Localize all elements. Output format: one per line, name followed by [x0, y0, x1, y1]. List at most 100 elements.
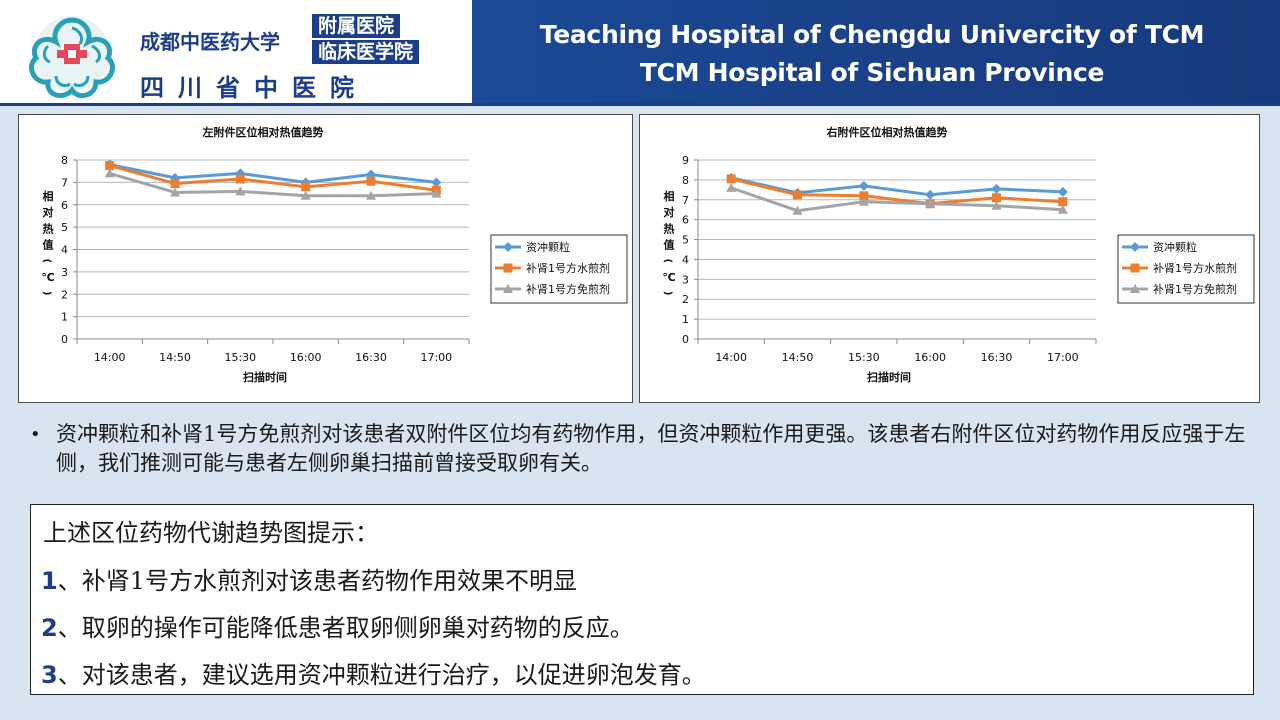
y-tick-label: 1 [682, 313, 689, 326]
y-axis-label-char: ) [41, 291, 52, 296]
y-tick-label: 4 [682, 253, 689, 266]
legend-marker [1130, 284, 1140, 293]
series-line-1 [109, 163, 437, 184]
y-tick-label: 4 [61, 244, 68, 257]
y-tick-label: 0 [682, 333, 689, 346]
summary-item-number: 3 [41, 661, 58, 689]
header-banner: Teaching Hospital of Chengdu Univercity … [472, 0, 1280, 105]
data-point-square [1058, 197, 1068, 207]
series-line-2 [730, 177, 1063, 206]
x-axis-label: 扫描时间 [243, 370, 287, 384]
legend-marker [503, 242, 513, 252]
y-axis-label-char: 值 [664, 238, 675, 252]
summary-item-3: 3、对该患者，建议选用资冲颗粒进行治疗，以促进卵泡发育。 [41, 655, 706, 690]
data-point-diamond [858, 180, 869, 191]
x-tick-label: 17:00 [1047, 351, 1079, 364]
logo-affiliated-label: 附属医院 [312, 14, 401, 38]
y-tick-label: 0 [61, 333, 68, 346]
summary-item-2: 2、取卵的操作可能降低患者取卵侧卵巢对药物的反应。 [41, 608, 634, 643]
data-point-triangle [170, 187, 180, 197]
left-chart-svg: 左附件区位相对热值趋势 0 1 2 3 4 5 6 7 8 14:00 14:50 15:30 16:00… [41, 125, 628, 384]
legend-label: 补肾1号方免煎剂 [526, 282, 610, 296]
data-point-triangle [858, 196, 869, 206]
chart-title: 右附件区位相对热值趋势 [826, 125, 948, 139]
summary-item-text: 、取卵的操作可能降低患者取卵侧卵巢对药物的反应。 [57, 614, 634, 642]
x-axis-label: 扫描时间 [867, 370, 911, 384]
data-point-triangle [792, 205, 803, 215]
data-point-diamond [431, 177, 442, 188]
data-point-triangle [431, 188, 442, 198]
y-axis-label-char: ( [41, 259, 52, 264]
y-tick-label: 1 [61, 311, 68, 324]
legend-marker [503, 284, 513, 293]
data-point-triangle [726, 182, 737, 192]
series-line-3 [730, 186, 1063, 213]
y-axis-label-char: 热 [43, 221, 54, 235]
y-tick-label: 2 [61, 288, 68, 301]
y-tick-label: 3 [682, 273, 689, 286]
bullet-icon: • [30, 424, 41, 445]
data-point-triangle [104, 168, 115, 178]
legend-marker [1130, 242, 1140, 252]
summary-box: 上述区位药物代谢趋势图提示： 1、补肾1号方水煎剂对该患者药物作用效果不明显 2… [30, 504, 1254, 695]
summary-item-1: 1、补肾1号方水煎剂对该患者药物作用效果不明显 [41, 561, 577, 596]
y-axis-label-char: 相 [43, 189, 54, 203]
y-axis-label-char: 对 [664, 205, 675, 219]
y-tick-label: 5 [682, 234, 689, 247]
legend-label: 资冲颗粒 [526, 240, 570, 254]
series-line-1 [730, 176, 1063, 197]
chart-title: 左附件区位相对热值趋势 [202, 125, 324, 139]
legend-label: 补肾1号方水煎剂 [526, 261, 610, 275]
header-logo-area: 成都中医药大学 附属医院 临床医学院 四川省中医院 [0, 0, 472, 105]
summary-item-text: 、补肾1号方水煎剂对该患者药物作用效果不明显 [57, 567, 577, 595]
y-tick-label: 7 [682, 194, 689, 207]
data-point-square [235, 174, 245, 184]
x-tick-label: 15:30 [224, 351, 256, 364]
y-axis-label-char: ) [662, 291, 673, 296]
summary-item-number: 1 [41, 567, 58, 595]
series-line-3 [109, 171, 437, 198]
y-tick-label: 6 [61, 199, 68, 212]
data-point-square [726, 174, 736, 184]
data-point-triangle [1057, 204, 1068, 214]
x-tick-label: 15:30 [848, 351, 880, 364]
data-point-diamond [235, 168, 246, 179]
y-axis-label-char: ( [662, 259, 673, 264]
x-tick-label: 16:00 [290, 351, 322, 364]
data-point-diamond [925, 189, 936, 200]
header-title-line2: TCM Hospital of Sichuan Province [639, 58, 1105, 87]
header-title-line1: Teaching Hospital of Chengdu Univercity … [539, 20, 1205, 49]
bullet-text: 资冲颗粒和补肾1号方免煎剂对该患者双附件区位均有药物作用，但资冲颗粒作用更强。该… [56, 422, 1246, 475]
data-point-triangle [235, 186, 246, 196]
data-point-square [105, 161, 115, 171]
y-tick-label: 5 [61, 221, 68, 234]
x-tick-label: 14:50 [782, 351, 814, 364]
summary-item-number: 2 [41, 614, 58, 642]
hospital-logo-icon [29, 16, 115, 99]
x-tick-label: 16:30 [355, 351, 387, 364]
y-axis-label-char: 相 [664, 189, 675, 203]
series-line-2 [109, 164, 437, 192]
data-point-triangle [925, 198, 936, 208]
legend-label: 资冲颗粒 [1153, 240, 1197, 254]
right-chart-svg: 右附件区位相对热值趋势 0 1 2 3 4 5 6 7 8 9 14:00 14:50 15:30 16:0… [662, 125, 1255, 384]
data-point-square [793, 190, 802, 200]
x-tick-label: 14:00 [715, 351, 747, 364]
y-axis-label-char: 值 [43, 238, 54, 252]
logo-clinical-label: 临床医学院 [312, 40, 420, 64]
y-axis-label-char: ℃ [41, 271, 54, 284]
data-point-square [859, 191, 869, 201]
legend-marker [503, 263, 513, 273]
x-tick-label: 14:00 [94, 351, 126, 364]
data-point-diamond [991, 183, 1002, 194]
summary-item-text: 、对该患者，建议选用资冲颗粒进行治疗，以促进卵泡发育。 [57, 661, 706, 689]
data-point-square [992, 193, 1001, 203]
data-point-triangle [366, 190, 376, 200]
logo-hospital-name: 四川省中医院 [140, 74, 368, 102]
y-tick-label: 8 [682, 174, 689, 187]
x-tick-label: 17:00 [420, 351, 452, 364]
data-point-square [301, 182, 311, 192]
legend-label: 补肾1号方水煎剂 [1153, 261, 1237, 275]
legend-label: 补肾1号方免煎剂 [1153, 282, 1237, 296]
header-divider [0, 103, 1280, 106]
